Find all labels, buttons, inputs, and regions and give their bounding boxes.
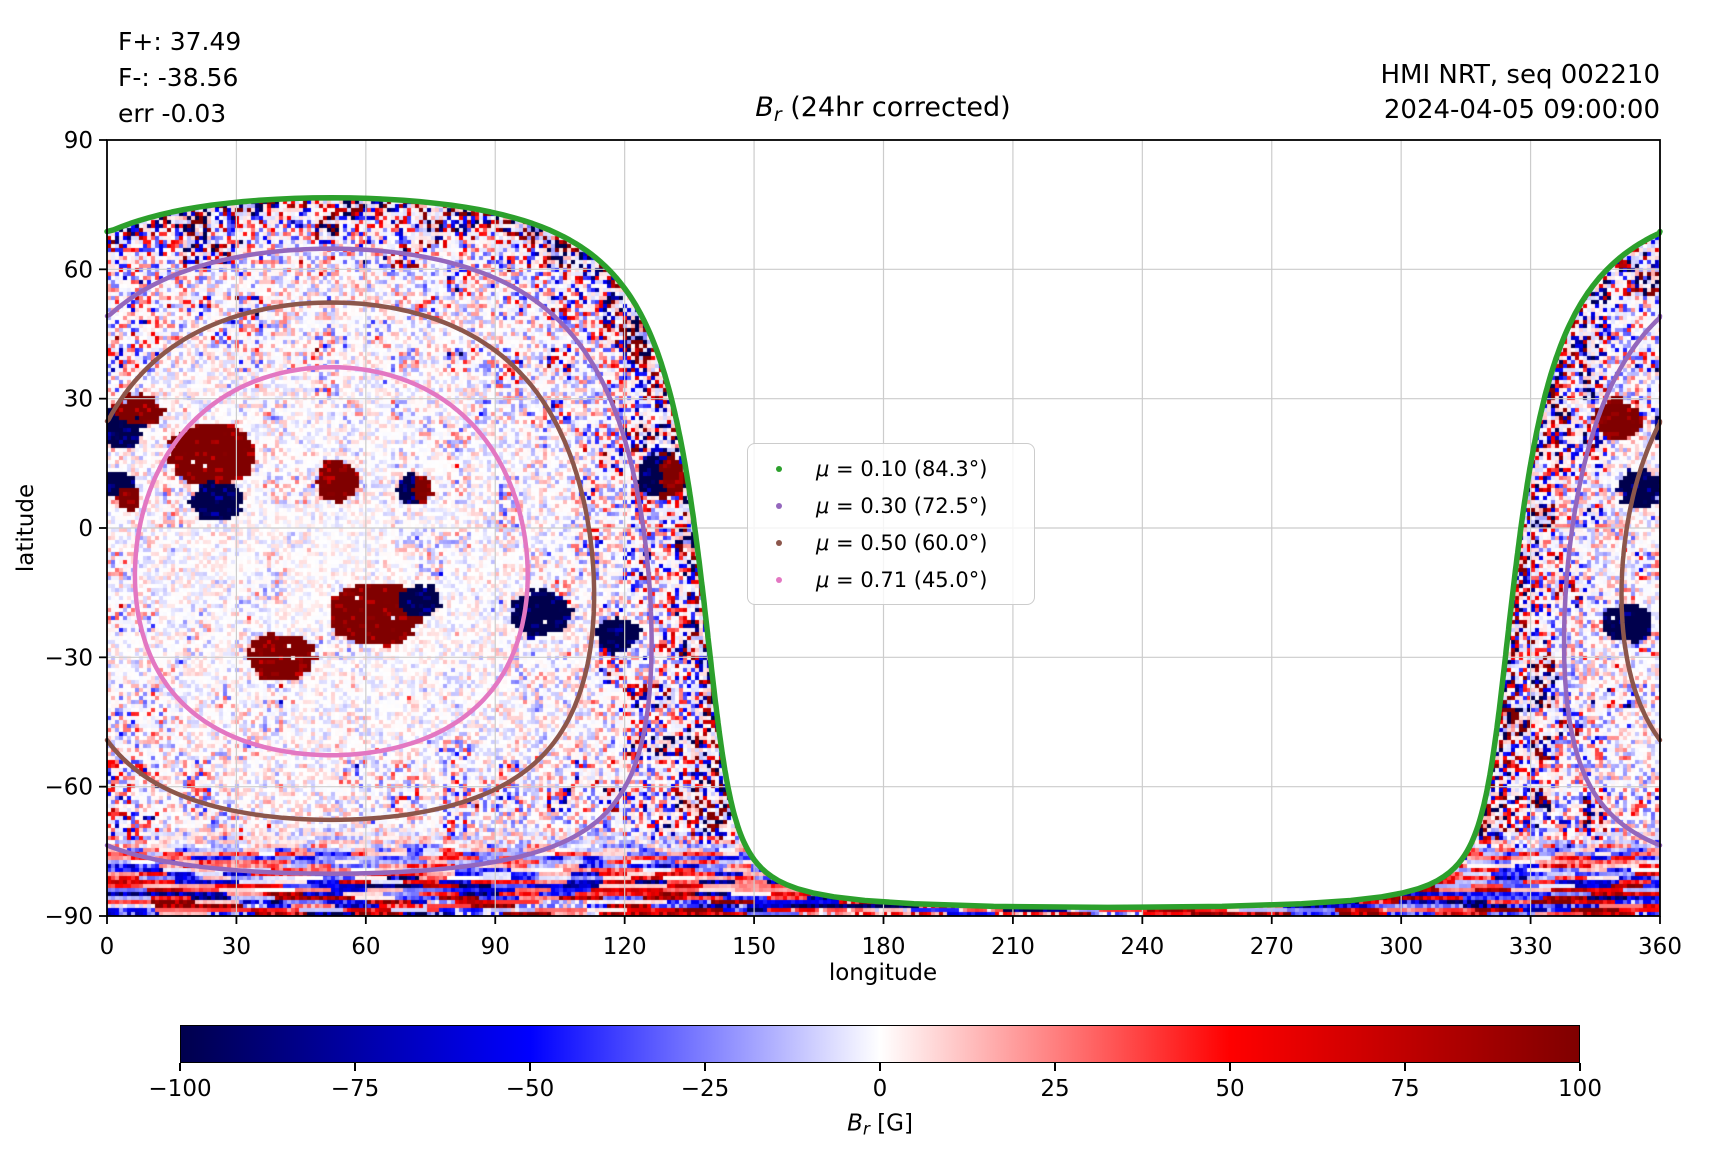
legend-mu-symbol: μ: [816, 456, 830, 481]
y-tick-label: −90: [44, 904, 93, 930]
x-tick-label: 330: [1509, 934, 1553, 960]
legend-marker-pink: [776, 576, 782, 583]
legend-mu-symbol: μ: [816, 493, 830, 518]
plot-title-text: (24hr corrected): [781, 92, 1011, 123]
colorbar-tick-mark: [1404, 1063, 1406, 1071]
colorbar-tick-mark: [179, 1063, 181, 1071]
x-tick-label: 120: [603, 934, 647, 960]
legend-label: = 0.10 (84.3°): [829, 456, 988, 481]
colorbar-tick-label: 25: [1040, 1076, 1070, 1102]
legend-item-mu-030: μ = 0.30 (72.5°): [748, 494, 1034, 518]
legend: μ = 0.10 (84.3°) μ = 0.30 (72.5°) μ = 0.…: [747, 443, 1035, 605]
source-timestamp: 2024-04-05 09:00:00: [1383, 95, 1660, 125]
x-tick-label: 360: [1638, 934, 1682, 960]
flux-error-value: err -0.03: [118, 99, 227, 128]
colorbar-tick-mark: [1579, 1063, 1581, 1071]
legend-marker-purple: [776, 502, 782, 509]
legend-item-mu-071: μ = 0.71 (45.0°): [748, 568, 1034, 592]
colorbar-label-symbol: B: [847, 1110, 863, 1137]
x-tick-label: 150: [732, 934, 776, 960]
legend-label: = 0.50 (60.0°): [829, 530, 988, 555]
colorbar-tick-label: 50: [1215, 1076, 1245, 1102]
colorbar-tick-mark: [879, 1063, 881, 1071]
legend-mu-symbol: μ: [816, 530, 830, 555]
colorbar-label: Br [G]: [847, 1111, 913, 1140]
legend-marker-green: [776, 465, 782, 472]
x-tick-label: 300: [1379, 934, 1423, 960]
colorbar-tick-label: 0: [872, 1076, 888, 1102]
y-tick-label: 0: [78, 516, 93, 542]
colorbar-tick-label: 75: [1390, 1076, 1420, 1102]
colorbar-tick-label: −100: [148, 1076, 212, 1102]
colorbar-tick-mark: [1054, 1063, 1056, 1071]
colorbar-tick-mark: [704, 1063, 706, 1071]
legend-item-mu-050: μ = 0.50 (60.0°): [748, 531, 1034, 555]
x-tick-label: 90: [481, 934, 510, 960]
colorbar: [180, 1025, 1580, 1063]
colorbar-tick-label: −25: [680, 1076, 730, 1102]
legend-label: = 0.30 (72.5°): [829, 493, 988, 518]
colorbar-tick-mark: [529, 1063, 531, 1071]
plot-title-subscript: r: [773, 104, 782, 126]
plot-title: Br (24hr corrected): [755, 92, 1010, 126]
source-annotation: HMI NRT, seq 002210 2024-04-05 09:00:00: [1380, 58, 1660, 128]
source-instrument: HMI NRT, seq 002210: [1380, 60, 1660, 90]
x-tick-label: 210: [991, 934, 1035, 960]
y-tick-label: 30: [64, 387, 93, 413]
colorbar-tick-label: −50: [505, 1076, 555, 1102]
x-tick-label: 270: [1250, 934, 1294, 960]
flux-negative-value: F-: -38.56: [118, 63, 239, 92]
y-tick-label: 60: [64, 257, 93, 283]
x-tick-label: 60: [351, 934, 380, 960]
colorbar-tick-label: −75: [330, 1076, 380, 1102]
y-tick-label: −30: [44, 645, 93, 671]
y-tick-label: −60: [44, 775, 93, 801]
legend-mu-symbol: μ: [816, 567, 830, 592]
colorbar-tick-label: 100: [1558, 1076, 1602, 1102]
x-tick-label: 30: [222, 934, 251, 960]
colorbar-tick-mark: [1229, 1063, 1231, 1071]
legend-label: = 0.71 (45.0°): [829, 567, 988, 592]
x-tick-label: 0: [100, 934, 115, 960]
flux-positive-value: F+: 37.49: [118, 27, 242, 56]
legend-marker-brown: [776, 539, 782, 546]
y-axis-label: latitude: [13, 483, 39, 573]
colorbar-label-unit: [G]: [869, 1110, 913, 1137]
x-axis-label: longitude: [828, 960, 938, 986]
x-tick-label: 240: [1120, 934, 1164, 960]
flux-annotation: F+: 37.49 F-: -38.56 err -0.03: [118, 24, 241, 132]
colorbar-tick-mark: [354, 1063, 356, 1071]
colorbar-label-subscript: r: [862, 1119, 870, 1140]
x-tick-label: 180: [862, 934, 906, 960]
legend-item-mu-010: μ = 0.10 (84.3°): [748, 457, 1034, 481]
plot-title-symbol: B: [755, 92, 774, 123]
y-tick-label: 90: [64, 128, 93, 154]
